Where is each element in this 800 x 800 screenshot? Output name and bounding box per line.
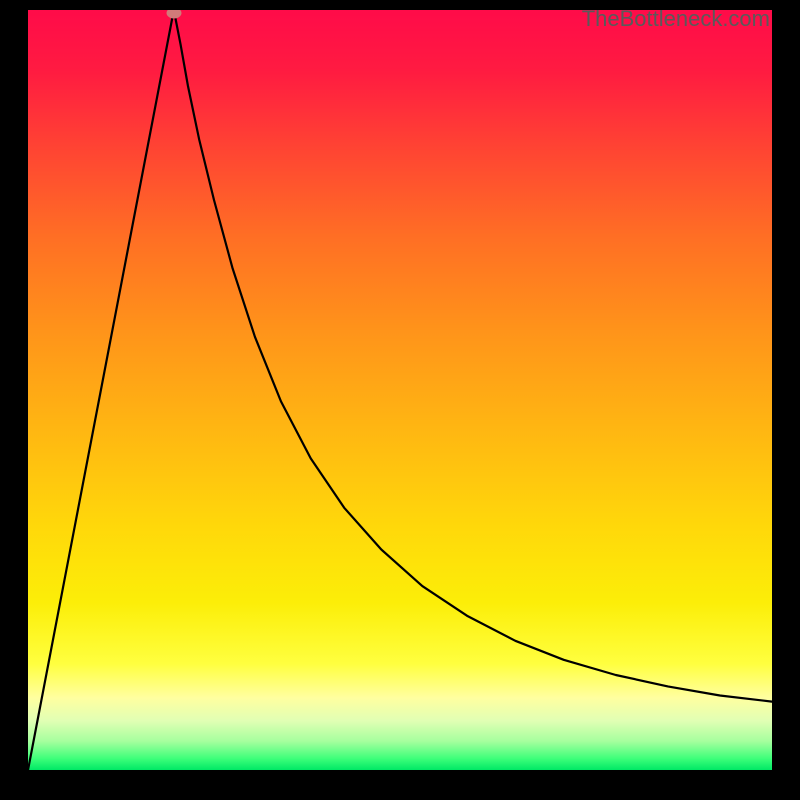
watermark-text: TheBottleneck.com (582, 6, 770, 32)
plot-area (28, 10, 772, 770)
bottleneck-curve (28, 10, 772, 770)
curve-path (28, 10, 772, 770)
